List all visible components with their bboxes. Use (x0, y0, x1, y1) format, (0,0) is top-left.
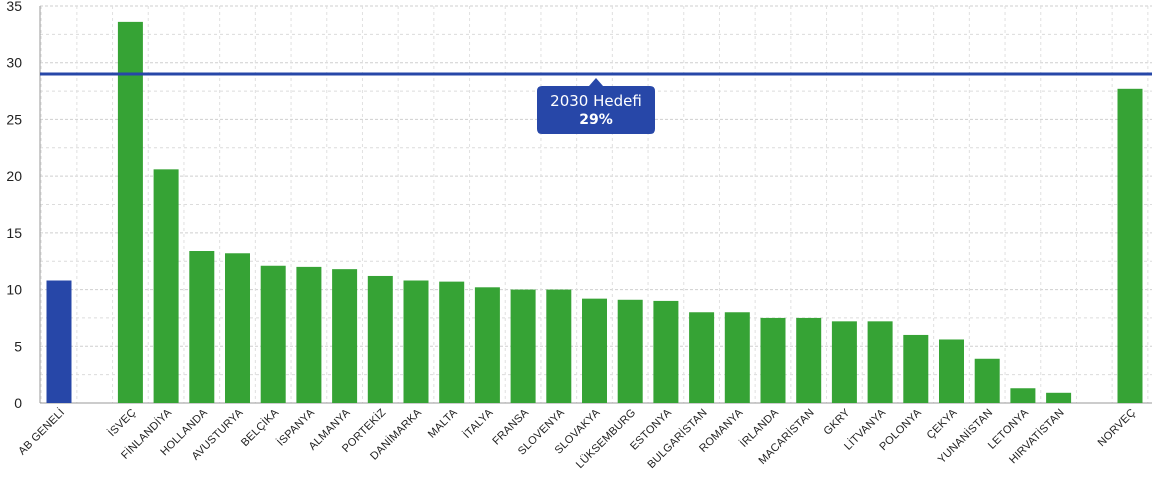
bar (474, 287, 500, 403)
target-line-group: 2030 Hedefi 29% (40, 72, 1152, 135)
y-tick-label: 30 (6, 55, 22, 71)
target-callout-label: 2030 Hedefi (550, 92, 642, 110)
x-tick-label: NORVEÇ (1096, 407, 1138, 449)
bar (974, 358, 1000, 403)
bar (403, 280, 429, 403)
bar (332, 269, 358, 403)
bar (46, 280, 72, 403)
bar (260, 265, 286, 403)
bar (296, 266, 322, 403)
bar (617, 299, 643, 403)
bar (831, 321, 857, 403)
bar (689, 312, 715, 403)
bar (1046, 392, 1072, 403)
y-tick-label: 15 (6, 225, 22, 241)
y-tick-label: 20 (6, 168, 22, 184)
bar (939, 339, 964, 403)
bar (189, 251, 215, 403)
bar (724, 312, 750, 403)
bar (1117, 88, 1143, 403)
x-tick-label: MALTA (426, 406, 460, 440)
x-tick-label: BELÇİKA (238, 406, 281, 449)
x-tick-label: AB GENELİ (16, 406, 68, 458)
x-axis-labels: AB GENELİ İSVEÇFİNLANDİYAHOLLANDAAVUSTURY… (16, 406, 1139, 471)
target-callout-box (537, 78, 655, 135)
bar (546, 289, 572, 403)
bar (510, 289, 536, 403)
y-tick-label: 35 (6, 0, 22, 14)
bar (582, 298, 607, 403)
bar (439, 281, 465, 403)
bar (367, 275, 393, 403)
bar (153, 169, 179, 403)
x-tick-label: İSVEÇ (105, 406, 138, 439)
bar (117, 21, 143, 403)
y-tick-label: 0 (14, 395, 22, 411)
grid (39, 5, 1152, 404)
x-tick-label: GKRY (822, 406, 853, 437)
y-tick-label: 5 (14, 338, 22, 354)
target-callout-value: 29% (579, 112, 613, 128)
y-tick-label: 10 (6, 282, 22, 298)
y-tick-label: 25 (6, 111, 22, 127)
bar (796, 317, 822, 403)
bar (760, 317, 786, 403)
bar (1010, 388, 1036, 403)
bars (46, 21, 1143, 403)
bar (903, 334, 929, 403)
target-callout: 2030 Hedefi 29% (537, 78, 655, 135)
bar (653, 300, 679, 403)
bar (225, 253, 250, 403)
x-tick-label: ÇEKYA (925, 406, 960, 441)
bar (867, 321, 893, 403)
y-axis: 0 5 10 15 20 25 30 35 (6, 0, 22, 411)
x-tick-label: BULGARİSTAN (645, 406, 710, 471)
x-tick-label: İTALYA (460, 406, 495, 441)
